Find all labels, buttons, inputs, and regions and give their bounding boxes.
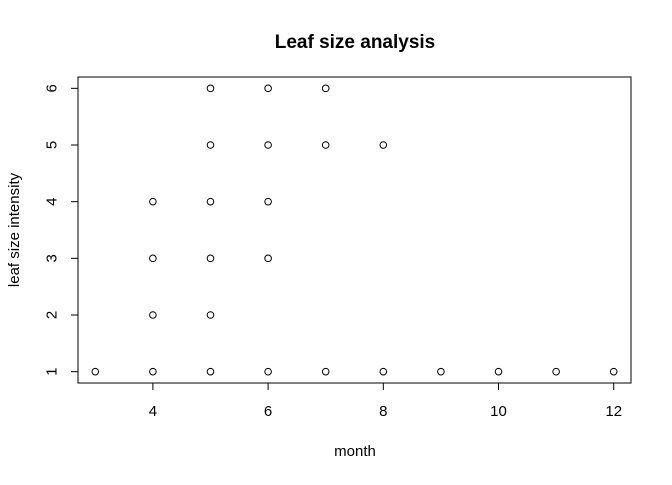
- data-point: [437, 367, 445, 376]
- y-axis-label: leaf size intensity: [6, 172, 23, 287]
- data-point: [149, 254, 157, 263]
- data-point: [206, 84, 215, 93]
- x-tick-label: 10: [490, 403, 507, 420]
- data-point: [264, 254, 272, 263]
- y-tick-label: 1: [44, 367, 61, 375]
- data-point: [494, 367, 503, 376]
- data-point: [264, 197, 272, 206]
- y-tick-label: 5: [44, 141, 61, 149]
- x-tick-label: 8: [379, 403, 387, 420]
- y-tick-label: 4: [44, 197, 61, 205]
- data-point: [264, 84, 272, 93]
- y-axis: 1 2 3 4 5 6: [44, 84, 79, 376]
- data-point: [149, 367, 157, 376]
- data-point: [264, 141, 272, 149]
- data-point: [149, 311, 157, 319]
- data-point: [149, 197, 157, 206]
- data-point: [321, 141, 330, 149]
- data-point: [379, 367, 388, 376]
- y-tick-label: 3: [44, 254, 61, 262]
- data-point: [206, 141, 215, 149]
- data-point: [321, 367, 330, 376]
- x-tick-label: 6: [264, 403, 272, 420]
- data-point: [206, 197, 215, 206]
- data-point: [609, 367, 618, 376]
- data-point: [206, 311, 215, 319]
- x-axis-label: month: [334, 443, 376, 460]
- x-axis: 4 6 8 10 12: [149, 382, 622, 420]
- data-point: [264, 367, 272, 376]
- x-tick-label: 12: [605, 403, 622, 420]
- data-point: [321, 84, 330, 93]
- data-points: [91, 84, 618, 376]
- data-point: [206, 367, 215, 376]
- data-point: [379, 141, 388, 149]
- y-tick-label: 2: [44, 311, 61, 319]
- data-point: [91, 367, 100, 376]
- x-tick-label: 4: [149, 403, 157, 420]
- data-point: [206, 254, 215, 263]
- chart-title: Leaf size analysis: [275, 32, 436, 53]
- y-tick-label: 6: [44, 84, 61, 92]
- data-point: [552, 367, 560, 376]
